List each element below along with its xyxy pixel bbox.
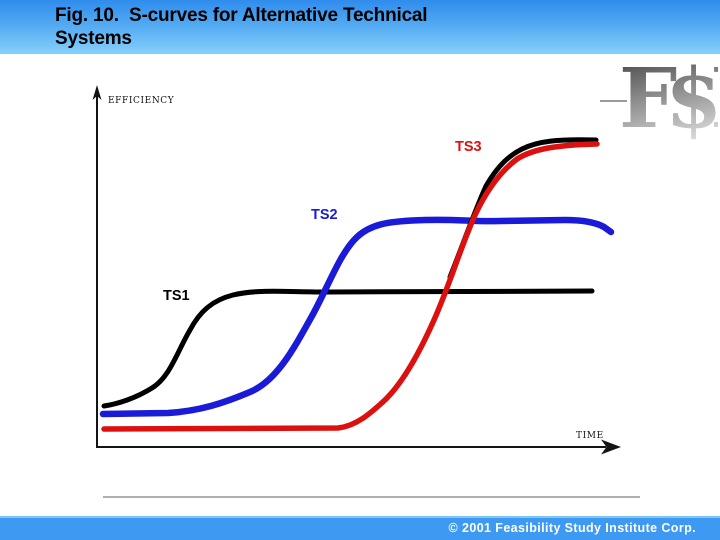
ts2-curve [99, 216, 615, 418]
copyright-text: © 2001 Feasibility Study Institute Corp. [448, 521, 696, 535]
fsi-logo-text: F$I [619, 51, 718, 147]
ts3-label: TS3 [455, 139, 482, 155]
ts1-label: TS1 [163, 288, 190, 304]
logo-accent-line [600, 100, 627, 102]
x-axis-label: TIME [576, 431, 604, 441]
page-title-line1: Fig. 10. S-curves for Alternative Techni… [55, 5, 428, 26]
y-axis-arrow-icon [92, 85, 102, 100]
ts1-curve [101, 288, 595, 409]
footer-band: © 2001 Feasibility Study Institute Corp. [0, 516, 720, 540]
header-band: Fig. 10. S-curves for Alternative Techni… [0, 0, 720, 54]
x-axis-arrow-icon [601, 439, 621, 455]
ts2-label: TS2 [311, 207, 338, 223]
page-title: Fig. 10. S-curves for Alternative Techni… [0, 0, 720, 50]
fsi-logo: F$I [619, 51, 718, 147]
y-axis-label: EFFICIENCY [108, 96, 175, 106]
ts3-curve [101, 141, 600, 432]
ts3-curve-shadow [447, 137, 599, 280]
page-title-line2: Systems [55, 28, 132, 49]
separator-line [103, 496, 640, 498]
